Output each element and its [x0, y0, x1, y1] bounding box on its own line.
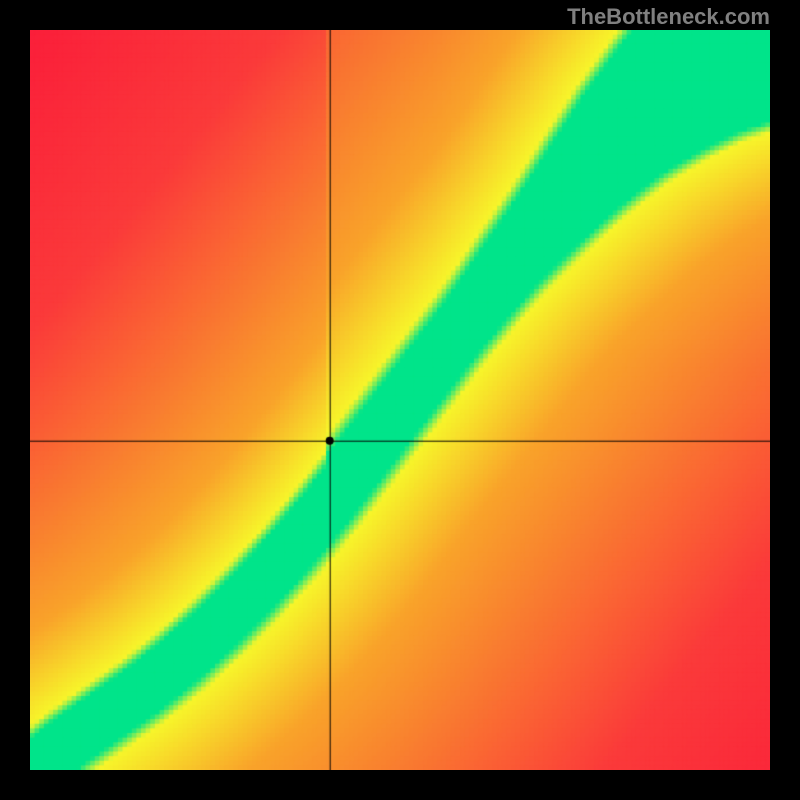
chart-container: TheBottleneck.com — [0, 0, 800, 800]
bottleneck-heatmap — [30, 30, 770, 770]
watermark-text: TheBottleneck.com — [567, 4, 770, 30]
